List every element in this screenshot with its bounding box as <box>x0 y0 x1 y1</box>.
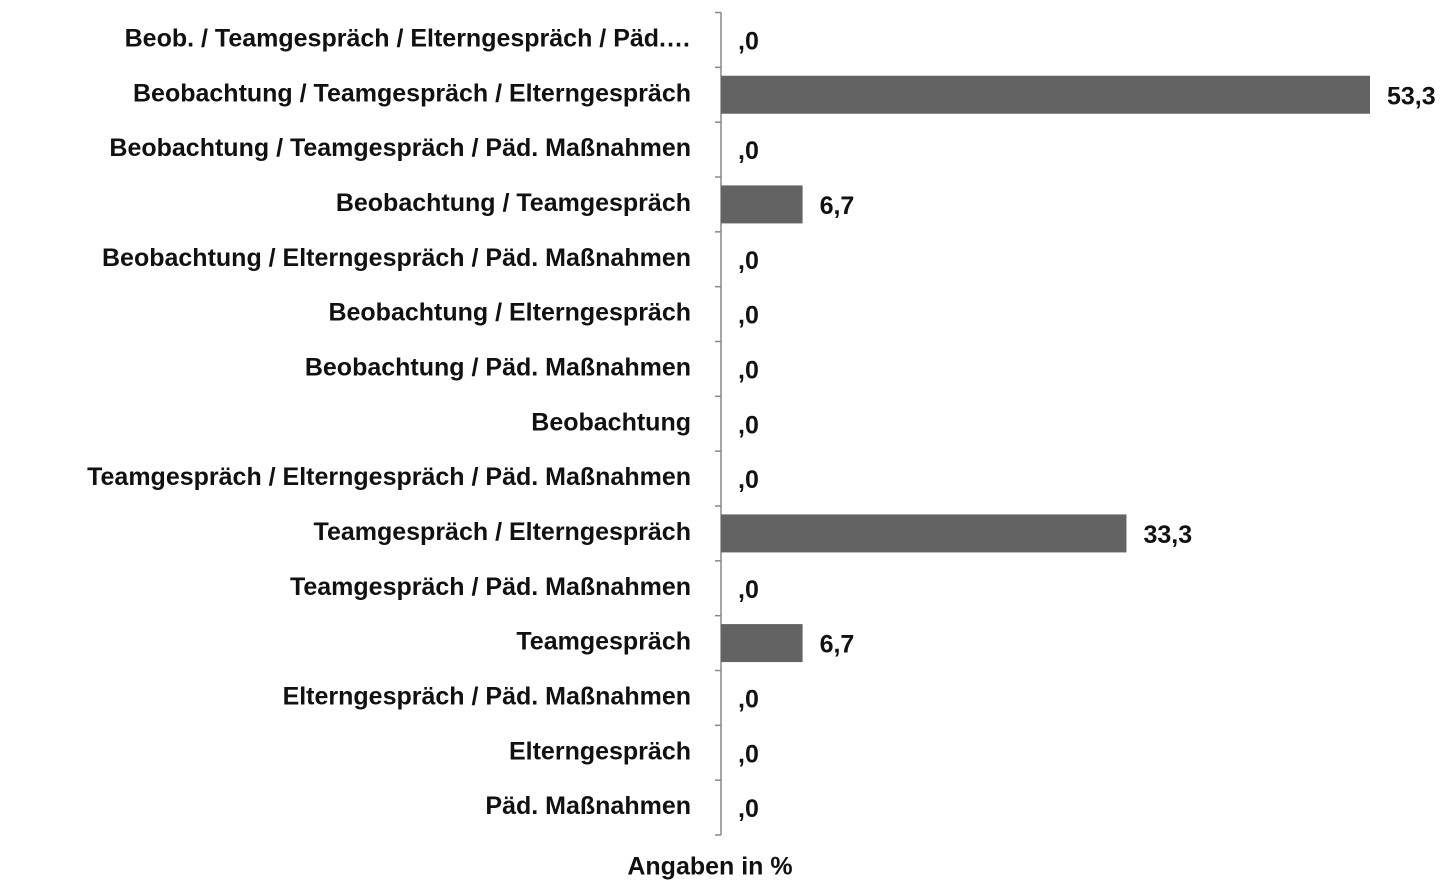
value-label: ,0 <box>738 137 759 165</box>
bar <box>721 514 1127 553</box>
y-tick-label: Elterngespräch <box>509 737 691 765</box>
bar <box>721 75 1370 114</box>
value-label: ,0 <box>738 411 759 439</box>
y-tick-label: Beobachtung / Teamgespräch / Elterngespr… <box>133 79 691 107</box>
value-label: 6,7 <box>820 192 855 220</box>
value-label: 33,3 <box>1143 521 1192 549</box>
y-tick-label: Beobachtung / Päd. Maßnahmen <box>305 354 691 382</box>
y-tick-label: Beob. / Teamgespräch / Elterngespräch / … <box>125 25 691 53</box>
y-tick-label: Beobachtung / Elterngespräch <box>328 299 691 327</box>
x-axis-title: Angaben in % <box>627 853 792 881</box>
y-tick-label: Teamgespräch <box>516 628 691 656</box>
y-tick-label: Teamgespräch / Elterngespräch <box>314 518 691 546</box>
y-tick-label: Beobachtung / Elterngespräch / Päd. Maßn… <box>102 244 691 272</box>
y-tick-label: Teamgespräch / Päd. Maßnahmen <box>290 573 691 601</box>
value-label: ,0 <box>738 740 759 768</box>
y-tick-label: Teamgespräch / Elterngespräch / Päd. Maß… <box>87 463 691 491</box>
value-label: ,0 <box>738 302 759 330</box>
value-label: ,0 <box>738 28 759 56</box>
y-tick-label: Beobachtung <box>531 408 691 436</box>
value-label: ,0 <box>738 795 759 823</box>
y-tick-label: Päd. Maßnahmen <box>485 792 691 820</box>
value-label: ,0 <box>738 247 759 275</box>
value-label: ,0 <box>738 357 759 385</box>
value-label: ,0 <box>738 576 759 604</box>
value-label: ,0 <box>738 466 759 494</box>
value-label: ,0 <box>738 686 759 714</box>
bar <box>721 185 803 224</box>
value-label: 53,3 <box>1387 82 1436 110</box>
y-tick-label: Beobachtung / Teamgespräch / Päd. Maßnah… <box>109 134 691 162</box>
y-tick-label: Beobachtung / Teamgespräch <box>336 189 691 217</box>
value-label: 6,7 <box>820 631 855 659</box>
y-tick-label: Elterngespräch / Päd. Maßnahmen <box>283 683 691 711</box>
bar <box>721 624 803 663</box>
